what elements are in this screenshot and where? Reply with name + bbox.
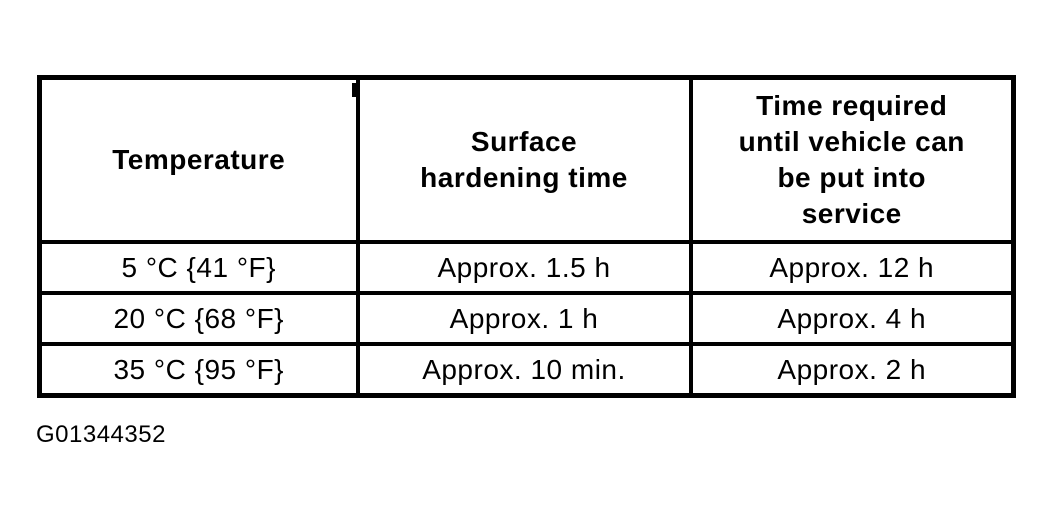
cell-temperature-row-2: 35 °C {95 °F} — [37, 342, 360, 398]
cell-service-time-row-0: Approx. 12 h — [688, 240, 1016, 295]
table-row: 20 °C {68 °F} Approx. 1 h Approx. 4 h — [37, 291, 1016, 346]
figure-code: G01344352 — [36, 421, 166, 448]
cell-hardening-time-row-0: Approx. 1.5 h — [355, 240, 693, 295]
table-header-row: Temperature Surface hardening time Time … — [37, 75, 1016, 244]
table-row: 5 °C {41 °F} Approx. 1.5 h Approx. 12 h — [37, 240, 1016, 295]
table-row: 35 °C {95 °F} Approx. 10 min. Approx. 2 … — [37, 342, 1016, 398]
cell-temperature-row-0: 5 °C {41 °F} — [37, 240, 360, 295]
cell-hardening-time-row-2: Approx. 10 min. — [355, 342, 693, 398]
scan-artifact-tick — [352, 83, 356, 97]
column-header-time-until-service: Time required until vehicle can be put i… — [688, 75, 1016, 244]
column-header-temperature: Temperature — [37, 75, 360, 244]
cell-service-time-row-2: Approx. 2 h — [688, 342, 1016, 398]
cell-hardening-time-row-1: Approx. 1 h — [355, 291, 693, 346]
hardening-time-table: Temperature Surface hardening time Time … — [37, 75, 1016, 398]
cell-temperature-row-1: 20 °C {68 °F} — [37, 291, 360, 346]
column-header-surface-hardening-time: Surface hardening time — [355, 75, 693, 244]
cell-service-time-row-1: Approx. 4 h — [688, 291, 1016, 346]
